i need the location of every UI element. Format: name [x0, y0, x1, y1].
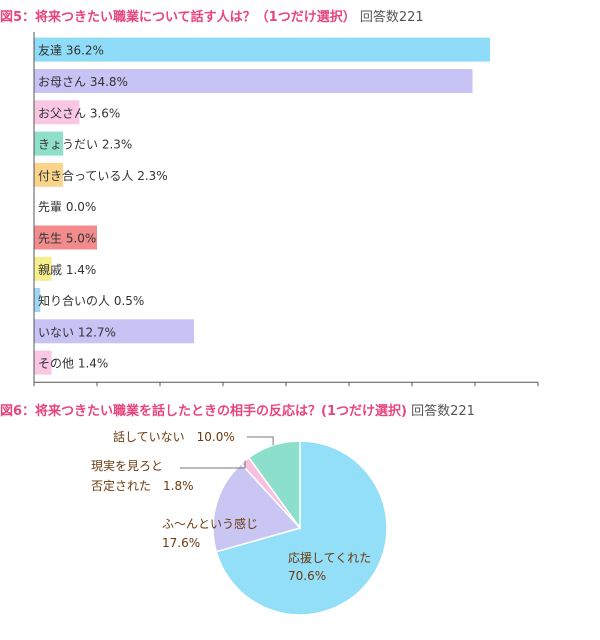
pie-label-1-line-2: 70.6% [288, 569, 326, 583]
bar-9 [34, 288, 41, 312]
x-tick-label-3: 10 [152, 388, 167, 390]
figure6-title: 図6：将来つきたい職業を話したときの相手の反応は？(1つだけ選択) [0, 404, 407, 419]
figure5-title: 図5：将来つきたい職業について話す人は？（1つだけ選択） [0, 10, 356, 25]
x-tick-label-4: 15 [215, 388, 230, 390]
x-tick-label-5: 20 [278, 388, 293, 390]
pie-slice-2 [212, 462, 302, 553]
figure5-response-count: 回答数221 [359, 10, 424, 25]
bar-10 [34, 319, 194, 344]
bar-11 [34, 350, 52, 375]
bar-4 [34, 131, 63, 156]
pie-label-2-line-2: 17.6% [162, 536, 200, 550]
bar-label-5: 付き合っている人 2.3% [38, 168, 168, 183]
bar-label-3: お父さん 3.6% [38, 106, 120, 120]
figure6-response-count: 回答数221 [411, 404, 475, 419]
bar-7 [34, 225, 97, 250]
bar-label-1: 友達 36.2% [38, 44, 104, 58]
bar-chart: 友達 36.2% お母さん 34.8% お父さん 3.6% きょうだい 2.3% 付き合… [30, 32, 546, 390]
bar-label-7: 先生 5.0% [38, 232, 96, 246]
pie-label-2-line-1: ふ〜んという感じ [162, 516, 258, 531]
pie-leader-3 [180, 460, 246, 469]
bar-3 [34, 100, 80, 125]
x-tick-label-8: 35 [467, 388, 482, 390]
bar-label-4: きょうだい 2.3% [38, 138, 132, 152]
pie-label-3-line-1: 現実を見ろと [91, 458, 163, 473]
bar-label-6: 先輩 0.0% [38, 199, 96, 214]
pie-label-3-line-2: 否定された 1.8% [91, 478, 194, 493]
bar-label-10: いない 12.7% [38, 325, 116, 339]
x-tick-label-9: 40 [530, 388, 545, 390]
x-tick-label-7: 30 [404, 388, 419, 390]
bar-5 [34, 162, 63, 187]
bar-2 [34, 69, 473, 93]
bar-label-9: 知り合いの人 0.5% [38, 293, 144, 308]
pie-label-4: 話していない 10.0% [113, 429, 235, 444]
x-tick-label-2: 5 [93, 388, 101, 390]
x-tick-label-1: 0 [30, 388, 38, 390]
pie-label-1-line-1: 応援してくれた [288, 551, 371, 565]
pie-slice-1 [215, 440, 388, 616]
bar-label-11: その他 1.4% [38, 357, 108, 371]
bar-label-2: お母さん 34.8% [38, 75, 128, 89]
x-tick-label-6: 25 [341, 388, 356, 390]
figure6-title-row: 図6：将来つきたい職業を話したときの相手の反応は？(1つだけ選択) 回答数221 [0, 400, 475, 419]
bar-1 [34, 37, 491, 62]
bar-label-8: 親戚 1.4% [38, 263, 96, 277]
pie-leader-4 [247, 436, 274, 446]
bar-8 [34, 256, 52, 281]
pie-slice-4 [247, 440, 301, 531]
pie-slice-3 [240, 456, 301, 529]
figure5-title-row: 図5：将来つきたい職業について話す人は？（1つだけ選択） 回答数221 [0, 6, 424, 25]
